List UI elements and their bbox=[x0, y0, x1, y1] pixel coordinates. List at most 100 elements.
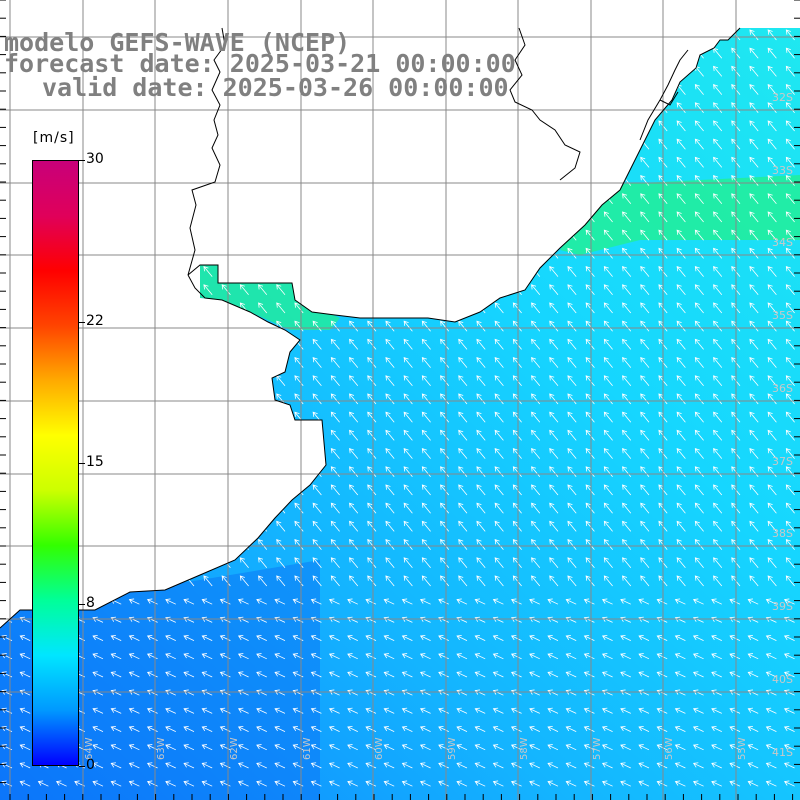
wind-arrow bbox=[676, 502, 686, 514]
wind-arrow bbox=[419, 707, 431, 714]
wind-arrow bbox=[165, 707, 176, 714]
wind-arrow bbox=[622, 502, 632, 514]
wind-arrow bbox=[474, 780, 486, 787]
wind-arrow bbox=[183, 780, 195, 787]
wind-arrow bbox=[19, 780, 31, 787]
wind-arrow bbox=[749, 375, 759, 387]
wind-arrow bbox=[401, 634, 413, 641]
wind-arrow bbox=[310, 598, 322, 605]
wind-arrow bbox=[367, 448, 377, 459]
wind-arrow bbox=[128, 671, 140, 678]
wind-arrow bbox=[256, 634, 267, 641]
wind-arrow bbox=[729, 744, 741, 751]
wind-arrow bbox=[765, 653, 777, 660]
wind-arrow bbox=[258, 575, 268, 587]
wind-arrow bbox=[312, 484, 322, 496]
wind-arrow bbox=[367, 320, 377, 332]
wind-arrow bbox=[713, 502, 723, 514]
wind-arrow bbox=[676, 429, 686, 441]
wind-arrow bbox=[310, 707, 322, 714]
wind-arrow bbox=[531, 539, 541, 550]
wind-arrow bbox=[440, 448, 450, 459]
wind-arrow bbox=[367, 375, 377, 387]
wind-arrow bbox=[456, 616, 468, 623]
wind-arrow bbox=[458, 484, 468, 496]
wind-arrow bbox=[601, 634, 613, 641]
longitude-label: 60W bbox=[374, 737, 385, 760]
wind-arrow bbox=[749, 247, 759, 259]
wind-arrow bbox=[749, 557, 759, 569]
colorbar-tick-mark bbox=[79, 604, 85, 606]
wind-arrow bbox=[474, 689, 486, 696]
wind-arrow bbox=[512, 575, 522, 587]
wind-arrow bbox=[256, 616, 267, 623]
wind-arrow bbox=[183, 707, 195, 714]
wind-arrow bbox=[330, 448, 340, 459]
wind-arrow bbox=[310, 689, 322, 696]
wind-arrow bbox=[767, 102, 777, 114]
wind-arrow bbox=[294, 539, 304, 550]
wind-arrow bbox=[274, 689, 286, 696]
wind-arrow bbox=[294, 557, 304, 569]
wind-arrow bbox=[19, 707, 31, 714]
longitude-label: 64W bbox=[84, 737, 95, 760]
wind-arrow bbox=[146, 616, 158, 623]
wind-arrow bbox=[385, 375, 395, 387]
wind-arrow bbox=[274, 616, 286, 623]
wind-arrow bbox=[767, 175, 777, 186]
wind-arrow bbox=[767, 375, 777, 387]
wind-arrow bbox=[765, 744, 777, 751]
wind-arrow bbox=[330, 520, 340, 532]
wind-arrow bbox=[183, 762, 195, 769]
wind-arrow bbox=[713, 393, 723, 405]
wind-arrow bbox=[310, 780, 322, 787]
wind-arrow bbox=[401, 616, 413, 623]
lagoon-outline bbox=[639, 49, 689, 141]
wind-arrow bbox=[529, 671, 540, 678]
wind-arrow bbox=[330, 393, 340, 405]
wind-arrow bbox=[330, 320, 340, 332]
wind-arrow bbox=[603, 502, 613, 514]
wind-arrow bbox=[237, 744, 249, 751]
wind-arrow bbox=[385, 393, 395, 405]
wind-arrow bbox=[401, 744, 413, 751]
colorbar-tick-label: 30 bbox=[86, 151, 104, 167]
wind-arrow bbox=[747, 598, 759, 605]
wind-arrow bbox=[310, 671, 322, 678]
wind-arrow bbox=[674, 634, 686, 641]
wind-arrow bbox=[601, 689, 613, 696]
wind-arrow bbox=[567, 247, 577, 259]
wind-arrow bbox=[620, 744, 631, 751]
wind-arrow bbox=[549, 539, 559, 550]
wind-arrow bbox=[456, 725, 468, 732]
wind-arrow bbox=[421, 375, 431, 387]
wind-arrow bbox=[310, 725, 322, 732]
wind-arrow bbox=[328, 689, 340, 696]
longitude-label: 62W bbox=[229, 737, 240, 760]
wind-arrow bbox=[711, 671, 722, 678]
wind-arrow bbox=[622, 448, 632, 459]
wind-arrow bbox=[601, 616, 613, 623]
wind-arrow bbox=[292, 707, 304, 714]
wind-arrow bbox=[456, 653, 468, 660]
wind-arrow bbox=[529, 653, 540, 660]
wind-arrow bbox=[256, 780, 267, 787]
longitude-label: 61W bbox=[302, 737, 313, 760]
wind-arrow bbox=[512, 502, 522, 514]
wind-arrow bbox=[583, 653, 595, 660]
wind-arrow bbox=[656, 634, 668, 641]
wind-arrow bbox=[476, 357, 486, 368]
wind-arrow bbox=[219, 762, 231, 769]
wind-arrow bbox=[349, 411, 359, 423]
wind-arrow bbox=[367, 393, 377, 405]
longitude-label: 57W bbox=[592, 737, 603, 760]
wind-arrow bbox=[676, 357, 686, 368]
wind-arrow bbox=[531, 320, 541, 332]
wind-arrow bbox=[785, 84, 795, 95]
wind-arrow bbox=[747, 689, 759, 696]
wind-arrow bbox=[583, 616, 595, 623]
wind-arrow bbox=[440, 375, 450, 387]
wind-arrow bbox=[330, 575, 340, 587]
wind-arrow bbox=[713, 156, 723, 168]
wind-arrow bbox=[365, 653, 377, 660]
